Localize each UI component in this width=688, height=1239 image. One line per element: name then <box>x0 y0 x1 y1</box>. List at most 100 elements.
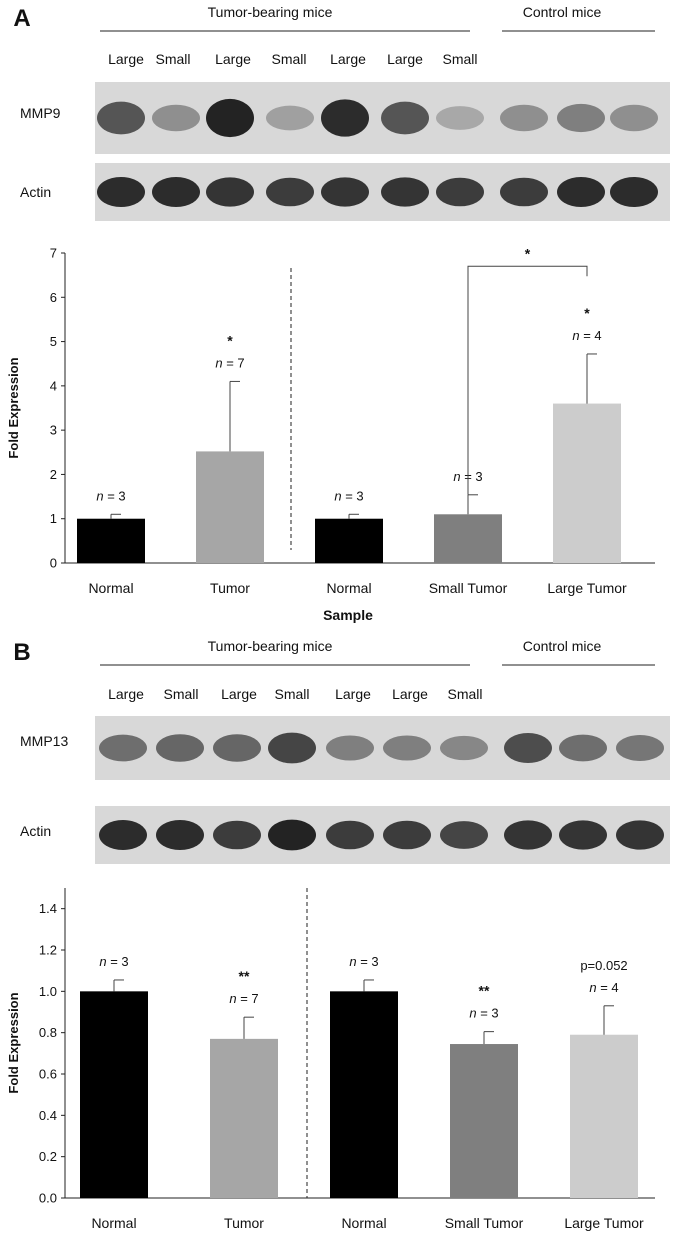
bar <box>196 451 264 563</box>
blot-band <box>616 820 664 850</box>
blot-band <box>436 177 484 207</box>
blot-band <box>268 732 316 764</box>
blot-band <box>97 176 145 208</box>
lane-label: Small <box>155 51 190 67</box>
blot-band <box>440 735 488 761</box>
blot-row-label: MMP9 <box>20 105 61 121</box>
y-tick-label: 3 <box>50 423 57 438</box>
lane-label: Small <box>271 51 306 67</box>
y-tick-label: 0.6 <box>39 1067 57 1082</box>
blot-band <box>213 734 261 762</box>
blot-band <box>440 821 488 849</box>
blot-panel-a: A Tumor-bearing mice Control mice Large Smal… <box>13 4 670 221</box>
blot-band <box>326 820 374 850</box>
blot-strip <box>95 716 670 780</box>
blot-band <box>610 176 658 208</box>
blot-band <box>616 735 664 761</box>
blot-band <box>321 99 369 137</box>
blot-band <box>500 104 548 132</box>
blot-band <box>383 735 431 761</box>
y-axis-label: Fold Expression <box>6 992 21 1093</box>
significance-bracket <box>467 265 588 495</box>
y-tick-label: 4 <box>50 378 57 393</box>
lane-label: Large <box>221 686 257 702</box>
bar <box>434 514 502 563</box>
blot-band <box>559 820 607 850</box>
category-label: Normal <box>326 580 371 596</box>
blot-band <box>99 819 147 851</box>
lane-label: Small <box>442 51 477 67</box>
blot-strip <box>95 163 670 221</box>
n-annotation: n = 4 <box>572 328 601 343</box>
n-annotation: n = 7 <box>229 991 258 1006</box>
category-label: Tumor <box>224 1215 264 1231</box>
significance-label: p=0.052 <box>580 958 627 973</box>
blot-row-label: Actin <box>20 184 51 200</box>
panel-letter: A <box>13 5 30 32</box>
blot-band <box>557 103 605 133</box>
bar <box>77 518 145 563</box>
lane-label: Small <box>274 686 309 702</box>
significance-label: * <box>227 332 233 348</box>
chart-b: 0.0 0.2 0.4 0.6 0.8 1.0 1.2 1.4 Fold Expression N… <box>6 888 655 1231</box>
x-axis-label: Sample <box>323 607 373 623</box>
blot-row-label: Actin <box>20 823 51 839</box>
y-tick-label: 1 <box>50 511 57 526</box>
category-label: Normal <box>341 1215 386 1231</box>
blot-band <box>436 106 484 130</box>
bracket-label: * <box>525 245 531 261</box>
n-annotation: n = 3 <box>334 488 363 503</box>
blot-band <box>268 819 316 851</box>
n-annotation: n = 4 <box>589 980 618 995</box>
blot-band <box>326 735 374 761</box>
blot-band <box>156 734 204 762</box>
blot-band <box>266 177 314 207</box>
y-tick-label: 0.8 <box>39 1025 57 1040</box>
y-tick-label: 6 <box>50 290 57 305</box>
n-annotation: n = 3 <box>96 488 125 503</box>
category-label: Tumor <box>210 580 250 596</box>
control-group-header: Control mice <box>523 4 602 20</box>
control-group-header: Control mice <box>523 638 602 654</box>
significance-label: ** <box>239 968 250 984</box>
blot-band <box>383 820 431 850</box>
blot-band <box>213 820 261 850</box>
blot-band <box>504 820 552 850</box>
blot-band <box>381 101 429 135</box>
lane-label: Large <box>108 686 144 702</box>
bar <box>315 518 383 563</box>
bar <box>570 1034 638 1198</box>
blot-band <box>99 734 147 762</box>
y-tick-label: 0 <box>50 556 57 571</box>
chart-a: 0 1 2 3 4 5 6 7 Fold Expression Normal n = 3 Tumor n… <box>6 245 655 623</box>
category-label: Large Tumor <box>564 1215 644 1231</box>
y-tick-label: 0.2 <box>39 1149 57 1164</box>
lane-label: Large <box>330 51 366 67</box>
bar <box>80 991 148 1198</box>
tumor-group-header: Tumor-bearing mice <box>208 638 333 654</box>
y-tick-label: 1.2 <box>39 943 57 958</box>
blot-band <box>610 104 658 132</box>
n-annotation: n = 3 <box>99 954 128 969</box>
y-tick-label: 5 <box>50 334 57 349</box>
significance-label: ** <box>479 983 490 999</box>
blot-band <box>206 98 254 138</box>
blot-band <box>266 105 314 131</box>
blot-row-label: MMP13 <box>20 733 68 749</box>
lane-label: Small <box>163 686 198 702</box>
blot-band <box>381 177 429 207</box>
y-tick-label: 7 <box>50 246 57 261</box>
bar <box>210 1038 278 1198</box>
category-label: Normal <box>88 580 133 596</box>
blot-band <box>152 104 200 132</box>
bar <box>553 403 621 563</box>
blot-band <box>500 177 548 207</box>
n-annotation: n = 7 <box>215 355 244 370</box>
blot-band <box>504 733 552 763</box>
n-annotation: n = 3 <box>469 1006 498 1021</box>
y-axis-label: Fold Expression <box>6 357 21 458</box>
lane-label: Large <box>387 51 423 67</box>
blot-band <box>152 176 200 208</box>
y-tick-label: 0.0 <box>39 1191 57 1206</box>
